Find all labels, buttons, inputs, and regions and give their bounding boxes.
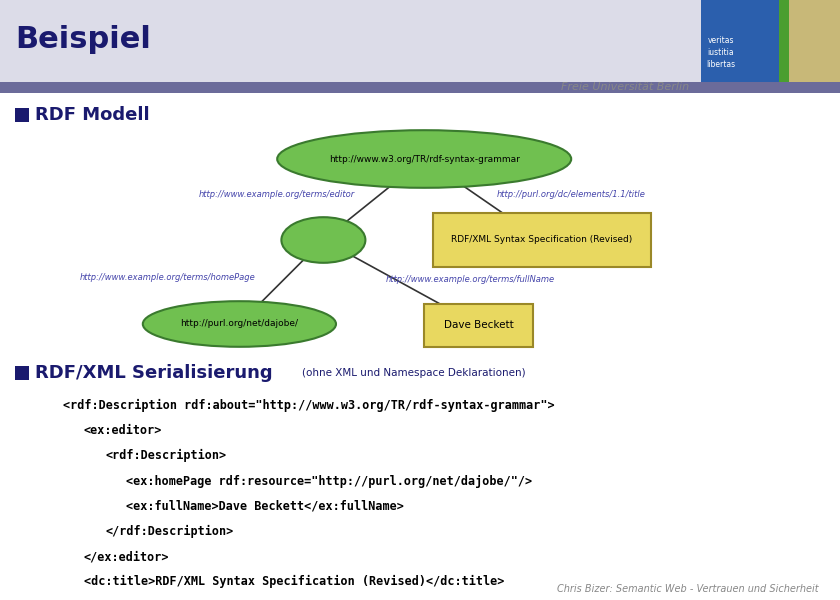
Text: Dave Beckett: Dave Beckett: [444, 320, 514, 330]
Text: (ohne XML und Namespace Deklarationen): (ohne XML und Namespace Deklarationen): [302, 368, 526, 378]
Ellipse shape: [277, 130, 571, 188]
Text: <rdf:Description rdf:about="http://www.w3.org/TR/rdf-syntax-grammar">: <rdf:Description rdf:about="http://www.w…: [63, 399, 554, 412]
FancyBboxPatch shape: [789, 0, 840, 92]
FancyBboxPatch shape: [15, 108, 29, 122]
Text: <rdf:Description>: <rdf:Description>: [105, 449, 226, 463]
Text: http://www.w3.org/TR/rdf-syntax-grammar: http://www.w3.org/TR/rdf-syntax-grammar: [328, 154, 520, 163]
Text: <dc:title>RDF/XML Syntax Specification (Revised)</dc:title>: <dc:title>RDF/XML Syntax Specification (…: [84, 575, 504, 589]
FancyBboxPatch shape: [701, 0, 779, 92]
Ellipse shape: [281, 217, 365, 263]
Text: RDF Modell: RDF Modell: [35, 106, 150, 124]
Text: http://www.example.org/terms/fullName: http://www.example.org/terms/fullName: [386, 275, 555, 283]
FancyBboxPatch shape: [0, 82, 840, 93]
Text: <ex:editor>: <ex:editor>: [84, 424, 162, 437]
Text: </ex:editor>: </ex:editor>: [84, 550, 170, 563]
FancyBboxPatch shape: [15, 366, 29, 380]
Text: Beispiel: Beispiel: [15, 25, 151, 53]
FancyBboxPatch shape: [433, 213, 651, 267]
Text: <ex:fullName>Dave Beckett</ex:fullName>: <ex:fullName>Dave Beckett</ex:fullName>: [126, 500, 404, 513]
Text: http://www.example.org/terms/editor: http://www.example.org/terms/editor: [199, 190, 355, 199]
Text: </rdf:Description>: </rdf:Description>: [105, 525, 234, 538]
FancyBboxPatch shape: [424, 304, 533, 347]
Text: veritas
iustitia
libertas: veritas iustitia libertas: [706, 36, 735, 68]
Text: http://www.example.org/terms/homePage: http://www.example.org/terms/homePage: [80, 272, 256, 281]
Text: <ex:homePage rdf:resource="http://purl.org/net/dajobe/"/>: <ex:homePage rdf:resource="http://purl.o…: [126, 475, 532, 488]
Text: Freie Universität Berlin: Freie Universität Berlin: [560, 82, 689, 92]
Text: RDF/XML Syntax Specification (Revised): RDF/XML Syntax Specification (Revised): [451, 235, 633, 245]
Ellipse shape: [143, 301, 336, 347]
FancyBboxPatch shape: [779, 0, 789, 92]
FancyBboxPatch shape: [0, 0, 701, 92]
Text: Chris Bizer: Semantic Web - Vertrauen und Sicherheit: Chris Bizer: Semantic Web - Vertrauen un…: [558, 584, 819, 594]
Text: http://purl.org/net/dajobe/: http://purl.org/net/dajobe/: [181, 319, 298, 329]
FancyBboxPatch shape: [0, 82, 840, 600]
Text: http://purl.org/dc/elements/1.1/title: http://purl.org/dc/elements/1.1/title: [496, 190, 646, 199]
Text: RDF/XML Serialisierung: RDF/XML Serialisierung: [35, 364, 273, 382]
